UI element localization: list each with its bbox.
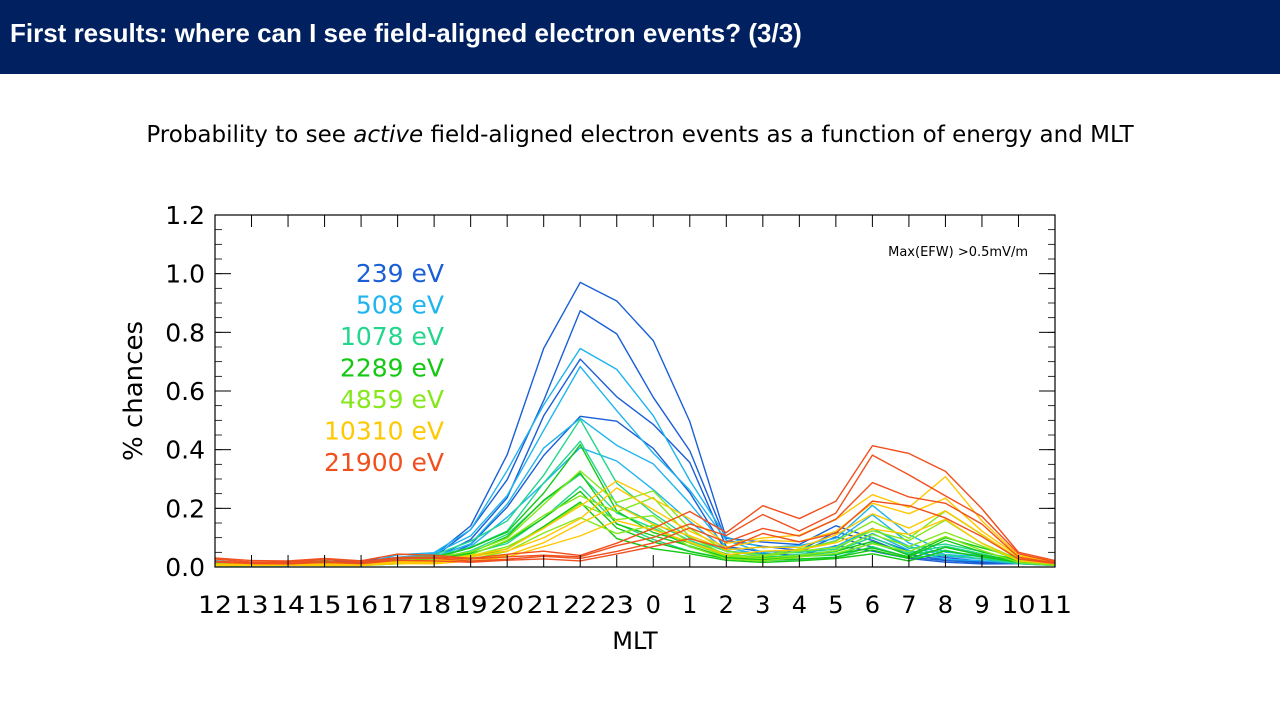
- x-tick-label: 12: [198, 591, 232, 619]
- y-tick-label: 0.4: [165, 436, 205, 465]
- y-tick-label: 0.0: [165, 553, 205, 582]
- series-group: [214, 445, 1056, 565]
- x-tick-label: 18: [417, 591, 451, 619]
- x-tick-label: 6: [865, 591, 880, 619]
- x-tick-label: 19: [454, 591, 488, 619]
- x-tick-label: 10: [1001, 591, 1035, 619]
- x-tick-label: 0: [646, 591, 661, 619]
- legend-entry: 2289 eV: [340, 354, 444, 383]
- slide-subtitle: Probability to see active field-aligned …: [0, 122, 1280, 148]
- mlt-probability-chart: 0.00.20.40.60.81.01.212 13 14 15 16 17 18 19 20 2…: [119, 201, 1072, 655]
- x-tick-label: 11: [1038, 591, 1072, 619]
- x-tick-label: 22: [563, 591, 597, 619]
- x-tick-label: 5: [828, 591, 843, 619]
- x-tick-label: 21: [527, 591, 561, 619]
- x-tick-label: 17: [381, 591, 415, 619]
- x-tick-label: 8: [938, 591, 953, 619]
- legend-entry: 508 eV: [356, 291, 444, 320]
- series-line: [214, 445, 1056, 562]
- x-tick-label: 1: [682, 591, 697, 619]
- efw-threshold-annotation: Max(EFW) >0.5mV/m: [888, 245, 1028, 260]
- x-tick-label: 23: [600, 591, 634, 619]
- x-tick-label: 15: [308, 591, 342, 619]
- x-tick-label: 14: [271, 591, 305, 619]
- y-axis-title: % chances: [119, 321, 149, 461]
- series-line: [214, 473, 1056, 566]
- x-tick-label: 9: [974, 591, 989, 619]
- legend-entry: 10310 eV: [324, 417, 444, 446]
- legend-entry: 1078 eV: [340, 322, 444, 351]
- slide-title: First results: where can I see field-ali…: [10, 18, 802, 48]
- x-tick-label: 20: [490, 591, 524, 619]
- x-tick-label: 3: [755, 591, 770, 619]
- title-bar: First results: where can I see field-ali…: [0, 0, 1280, 74]
- x-tick-label: 16: [344, 591, 378, 619]
- x-tick-label: 7: [901, 591, 916, 619]
- series-line: [214, 454, 1056, 563]
- y-tick-label: 0.2: [165, 494, 205, 523]
- subtitle-text-after: field-aligned electron events as a funct…: [423, 122, 1134, 148]
- y-tick-label: 0.6: [165, 377, 205, 406]
- legend-entry: 21900 eV: [324, 448, 444, 477]
- y-tick-label: 1.2: [165, 201, 205, 230]
- series-lines: [214, 281, 1056, 567]
- subtitle-emphasis: active: [353, 122, 424, 148]
- legend-entry: 239 eV: [356, 259, 444, 288]
- series-line: [214, 500, 1056, 565]
- series-line: [214, 518, 1056, 567]
- x-tick-label: 2: [719, 591, 734, 619]
- x-axis-title: MLT: [612, 627, 658, 655]
- y-tick-label: 1.0: [165, 260, 205, 289]
- subtitle-text-before: Probability to see: [146, 122, 354, 148]
- series-line: [214, 501, 1056, 567]
- legend-entry: 4859 eV: [340, 385, 444, 414]
- x-tick-label: 4: [792, 591, 807, 619]
- x-tick-label: 13: [235, 591, 269, 619]
- y-tick-label: 0.8: [165, 318, 205, 347]
